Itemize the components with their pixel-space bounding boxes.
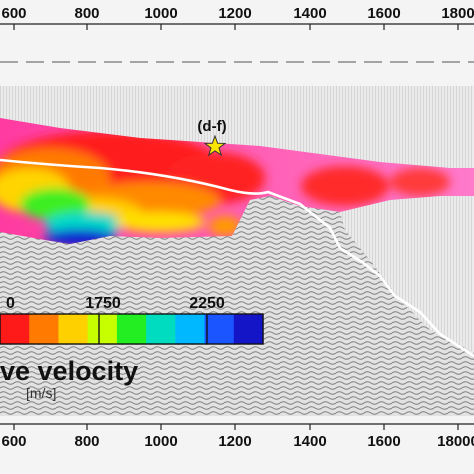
colorbar-swatch	[0, 314, 30, 344]
top-axis-tick-label: 1800	[441, 5, 474, 22]
colorbar-tick-label: 2250	[189, 295, 225, 312]
colorbar-tick-label: 1750	[85, 295, 121, 312]
colorbar-swatch	[204, 314, 235, 344]
top-axis-tick-label: 1600	[367, 5, 400, 22]
bottom-axis-band	[0, 416, 474, 474]
star-icon	[203, 134, 227, 157]
colorbar-tick-label: 0	[6, 295, 15, 312]
marker-label: (d-f)	[197, 118, 226, 135]
colorbar-swatch	[116, 314, 147, 344]
colorbar-swatch	[58, 314, 89, 344]
colorbar-unit: [m/s]	[26, 385, 56, 401]
top-axis-tick-label: 1200	[218, 5, 251, 22]
bottom-axis-tick-label: 800	[74, 433, 99, 450]
bottom-axis-tick-label: 1400	[293, 433, 326, 450]
bottom-axis-tick-label: 1000	[144, 433, 177, 450]
colorbar: 0 1750 2250 ve velocity [m/s]	[0, 295, 264, 401]
top-axis-tick-label: 1000	[144, 5, 177, 22]
colorbar-title: ve velocity	[0, 356, 138, 386]
top-axis-tick-label: 600	[1, 5, 26, 22]
bottom-axis-ticks: 600 800 1000 1200 1400 1600 18000	[1, 424, 474, 450]
colorbar-swatch	[146, 314, 176, 344]
top-axis-tick-label: 1400	[293, 5, 326, 22]
colorbar-swatch	[29, 314, 60, 344]
top-axis-band	[0, 0, 474, 86]
top-axis-tick-label: 800	[74, 5, 99, 22]
colorbar-swatch	[87, 314, 118, 344]
colorbar-swatches	[0, 314, 264, 344]
seismic-reflections	[0, 196, 474, 416]
bottom-axis-tick-label: 1200	[218, 433, 251, 450]
colorbar-swatch	[175, 314, 206, 344]
interface-line	[0, 158, 474, 358]
colorbar-swatch	[233, 314, 264, 344]
bottom-axis-tick-label: 1600	[367, 433, 400, 450]
bottom-axis-tick-label: 600	[1, 433, 26, 450]
top-axis-ticks: 600 800 1000 1200 1400 1600 1800	[1, 5, 474, 30]
colorbar-frame	[0, 313, 264, 345]
bottom-axis-tick-label: 18000	[437, 433, 474, 450]
